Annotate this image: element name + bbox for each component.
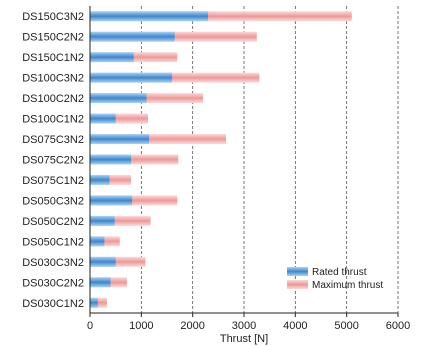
category-label-ds075c1n2: DS075C1N2 <box>22 175 84 187</box>
bar-rated-ds050c2n2 <box>90 215 115 226</box>
tick-labels: 0 1000 2000 3000 4000 5000 6000 <box>87 320 410 332</box>
x-tick-label-6000: 6000 <box>386 320 410 332</box>
category-label-ds050c1n2: DS050C1N2 <box>22 236 84 248</box>
bar-maximum-ds030c1n2 <box>90 297 107 308</box>
bar-maximum-ds100c3n2 <box>90 72 260 83</box>
category-label-ds050c2n2: DS050C2N2 <box>22 216 84 228</box>
category-label-ds030c3n2: DS030C3N2 <box>22 257 84 269</box>
bar-maximum-ds075c3n2 <box>90 134 227 145</box>
bar-rated-ds150c3n2 <box>90 11 209 22</box>
x-tick-label-0: 0 <box>87 320 93 332</box>
category-label-ds150c2n2: DS150C2N2 <box>22 32 84 44</box>
legend-label-rated: Rated thrust <box>312 267 367 278</box>
bar-rated-ds100c3n2 <box>90 72 173 83</box>
bar-rated-ds050c1n2 <box>90 236 105 247</box>
bar-rated-ds075c1n2 <box>90 174 110 185</box>
category-label-ds150c1n2: DS150C1N2 <box>22 52 84 64</box>
bar-rated-ds030c2n2 <box>90 277 111 288</box>
legend-swatch-rated <box>287 267 308 276</box>
bar-rated-ds075c3n2 <box>90 134 150 145</box>
category-label-ds100c1n2: DS100C1N2 <box>22 114 84 126</box>
x-tick-label-2000: 2000 <box>180 320 204 332</box>
category-label-ds100c2n2: DS100C2N2 <box>22 93 84 105</box>
bar-rated-ds100c2n2 <box>90 93 147 104</box>
legend-swatch-maximum <box>287 280 308 289</box>
bar-rated-ds030c3n2 <box>90 256 116 267</box>
x-tick-label-3000: 3000 <box>232 320 256 332</box>
bars <box>90 11 352 308</box>
x-tick-label-5000: 5000 <box>334 320 358 332</box>
category-label-ds075c3n2: DS075C3N2 <box>22 134 84 146</box>
category-label-ds050c3n2: DS050C3N2 <box>22 195 84 207</box>
bar-maximum-ds050c1n2 <box>90 236 120 247</box>
bar-maximum-ds100c1n2 <box>90 113 149 124</box>
bar-maximum-ds050c3n2 <box>90 195 178 206</box>
category-label-ds150c3n2: DS150C3N2 <box>22 11 84 23</box>
category-label-ds030c1n2: DS030C1N2 <box>22 298 84 310</box>
bar-rated-ds150c1n2 <box>90 52 134 63</box>
x-tick-label-1000: 1000 <box>129 320 153 332</box>
axes <box>89 6 399 317</box>
legend-label-maximum: Maximum thrust <box>312 280 383 291</box>
bar-maximum-ds075c2n2 <box>90 154 179 165</box>
bar-maximum-ds075c1n2 <box>90 174 132 185</box>
x-axis-label: Thrust [N] <box>220 333 268 345</box>
legend: Rated thrust Maximum thrust <box>287 267 383 291</box>
category-label-ds030c2n2: DS030C2N2 <box>22 277 84 289</box>
bar-rated-ds100c1n2 <box>90 113 116 124</box>
category-label-ds075c2n2: DS075C2N2 <box>22 155 84 167</box>
category-label-ds100c3n2: DS100C3N2 <box>22 73 84 85</box>
bar-rated-ds150c2n2 <box>90 31 175 42</box>
bar-maximum-ds150c3n2 <box>90 11 352 22</box>
bar-rated-ds075c2n2 <box>90 154 132 165</box>
bar-maximum-ds030c3n2 <box>90 256 146 267</box>
x-tick-label-4000: 4000 <box>283 320 307 332</box>
bar-rated-ds050c3n2 <box>90 195 133 206</box>
bar-maximum-ds050c2n2 <box>90 215 151 226</box>
category-labels: DS150C3N2 DS150C2N2 DS150C1N2 DS100C3N2 DS10… <box>22 11 84 310</box>
bar-rated-ds030c1n2 <box>90 297 98 308</box>
